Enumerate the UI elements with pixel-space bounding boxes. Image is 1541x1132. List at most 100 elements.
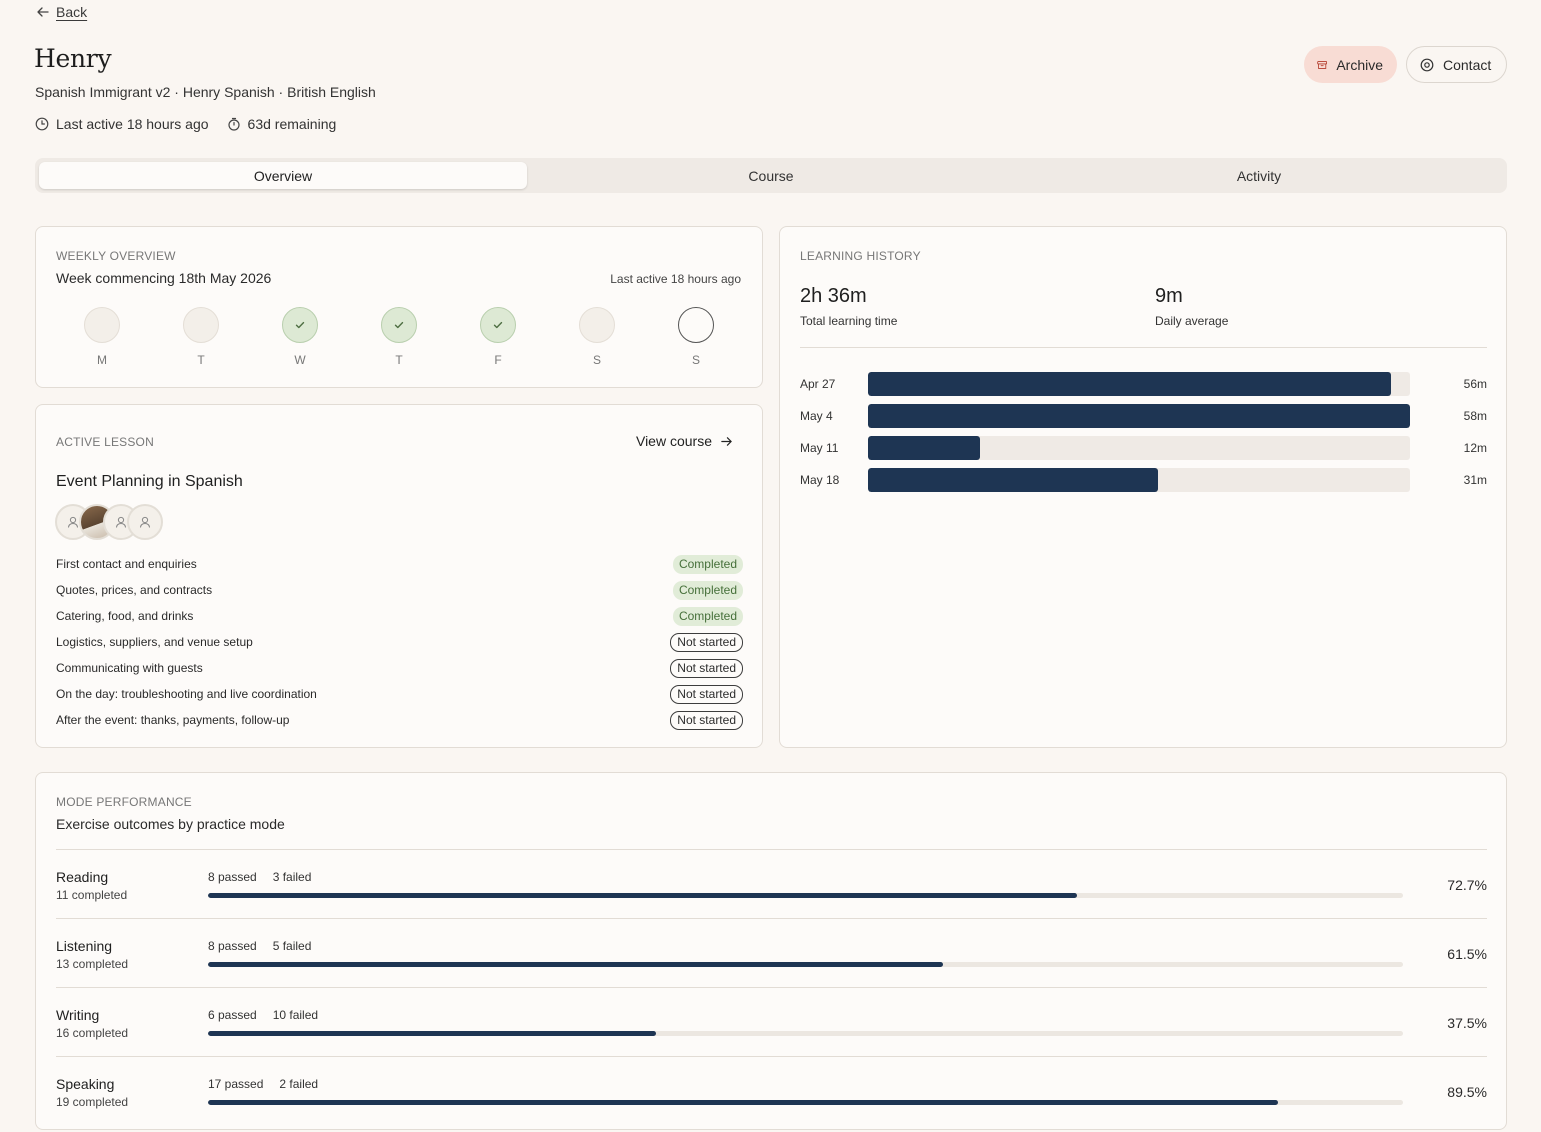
remaining-text: 63d remaining	[247, 116, 337, 132]
day-dot	[579, 307, 615, 343]
day-indicator: S	[678, 307, 714, 367]
progress-track	[208, 893, 1403, 898]
history-eyebrow: Learning history	[800, 249, 921, 263]
tab-course[interactable]: Course	[748, 167, 794, 184]
progress-track	[208, 962, 1403, 967]
user-icon	[140, 516, 150, 528]
mode-pass-fail: 17 passed 2 failed	[208, 1077, 318, 1091]
learner-subtitle: Spanish Immigrant v2 · Henry Spanish · B…	[35, 84, 376, 100]
check-icon	[493, 321, 503, 329]
history-bar-row: May 11 12m	[800, 432, 1487, 464]
list-item: First contact and enquiries Completed	[56, 551, 743, 577]
passed-count: 8 passed	[208, 939, 257, 953]
lesson-title: Event Planning in Spanish	[56, 473, 243, 490]
at-sign-icon	[1420, 58, 1434, 71]
last-active-text: Last active 18 hours ago	[56, 116, 209, 132]
history-bar-row: Apr 27 56m	[800, 368, 1487, 400]
page-title: Henry	[34, 44, 112, 73]
back-label: Back	[56, 4, 88, 20]
list-item: After the event: thanks, payments, follo…	[56, 707, 743, 733]
mode-name: Speaking	[56, 1076, 115, 1092]
archive-button[interactable]: Archive	[1304, 46, 1397, 83]
day-label: F	[494, 353, 502, 367]
daily-average-stat: 9m Daily average	[1155, 285, 1228, 328]
mode-row: Writing 16 completed 6 passed 10 failed 37.5…	[56, 987, 1487, 1056]
daily-average-value: 9m	[1155, 285, 1183, 307]
bar-week-label: May 4	[800, 409, 833, 423]
day-complete-dot	[282, 307, 318, 343]
failed-count: 5 failed	[272, 939, 312, 953]
day-indicator: S	[579, 307, 615, 367]
unit-title: First contact and enquiries	[56, 557, 197, 571]
modes-subtitle: Exercise outcomes by practice mode	[56, 816, 285, 832]
contact-button[interactable]: Contact	[1406, 46, 1507, 83]
day-dot	[183, 307, 219, 343]
mode-pass-fail: 8 passed 5 failed	[208, 939, 311, 953]
weekly-last-active: Last active 18 hours ago	[610, 272, 741, 286]
day-indicator: T	[381, 307, 417, 367]
mode-row: Speaking 19 completed 17 passed 2 failed 89.…	[56, 1056, 1487, 1125]
progress-fill	[208, 893, 1077, 898]
mode-row: Listening 13 completed 8 passed 5 failed 61.…	[56, 918, 1487, 987]
total-time-label: Total learning time	[800, 314, 898, 328]
failed-count: 3 failed	[272, 870, 312, 884]
status-badge: Completed	[672, 606, 743, 626]
learner-meta: Last active 18 hours ago 63d remaining	[35, 116, 336, 132]
day-indicator: W	[282, 307, 318, 367]
day-label: W	[294, 353, 306, 367]
archive-label: Archive	[1336, 56, 1383, 73]
back-link[interactable]: Back	[36, 4, 87, 20]
check-icon	[394, 321, 404, 329]
daily-average-label: Daily average	[1155, 314, 1229, 328]
passed-count: 8 passed	[208, 870, 257, 884]
remaining-meta: 63d remaining	[227, 116, 337, 132]
weekly-time-bars: Apr 27 56m May 4 58m May 11 12m May 18 31m	[800, 368, 1487, 496]
mode-list: Reading 11 completed 8 passed 3 failed 72.7%…	[56, 849, 1487, 1125]
progress-track	[208, 1100, 1403, 1105]
modes-eyebrow: Mode performance	[56, 795, 192, 809]
list-item: Communicating with guests Not started	[56, 655, 743, 681]
tab-overview[interactable]: Overview	[39, 162, 527, 189]
mode-completed: 19 completed	[56, 1095, 129, 1109]
mode-name: Reading	[56, 869, 109, 885]
passed-count: 6 passed	[208, 1008, 257, 1022]
bar-fill	[868, 372, 1392, 396]
day-indicator: T	[183, 307, 219, 367]
total-time-value: 2h 36m	[800, 285, 867, 307]
status-badge: Not started	[670, 632, 743, 652]
bar-track	[868, 372, 1410, 396]
mode-completed: 13 completed	[56, 957, 129, 971]
unit-title: On the day: troubleshooting and live coo…	[56, 687, 317, 701]
unit-title: After the event: thanks, payments, follo…	[56, 713, 290, 727]
user-icon	[116, 516, 126, 528]
bar-track	[868, 404, 1410, 428]
unit-title: Catering, food, and drinks	[56, 609, 194, 623]
bar-value-label: 56m	[1463, 377, 1487, 391]
list-item: On the day: troubleshooting and live coo…	[56, 681, 743, 707]
mode-name: Listening	[56, 938, 113, 954]
progress-fill	[208, 1031, 657, 1036]
bar-value-label: 12m	[1463, 441, 1487, 455]
lesson-eyebrow: Active lesson	[56, 435, 154, 449]
view-course-link[interactable]: View course	[636, 433, 733, 449]
tab-activity[interactable]: Activity	[1236, 167, 1282, 184]
bar-fill	[868, 468, 1158, 492]
view-course-label: View course	[635, 433, 712, 449]
bar-fill	[868, 404, 1410, 428]
status-badge: Completed	[672, 554, 743, 574]
bar-track	[868, 468, 1410, 492]
mode-percent: 61.5%	[1447, 946, 1487, 962]
bar-week-label: Apr 27	[800, 377, 836, 391]
total-time-stat: 2h 36m Total learning time	[800, 285, 897, 328]
day-complete-dot	[480, 307, 516, 343]
passed-count: 17 passed	[208, 1077, 264, 1091]
day-label: T	[197, 353, 205, 367]
tab-bar: Overview Course Activity	[35, 158, 1507, 193]
archive-icon	[1317, 60, 1328, 69]
status-badge: Not started	[670, 684, 743, 704]
mode-pass-fail: 8 passed 3 failed	[208, 870, 311, 884]
progress-fill	[208, 1100, 1278, 1105]
status-badge: Not started	[670, 658, 743, 678]
bar-value-label: 31m	[1463, 473, 1487, 487]
